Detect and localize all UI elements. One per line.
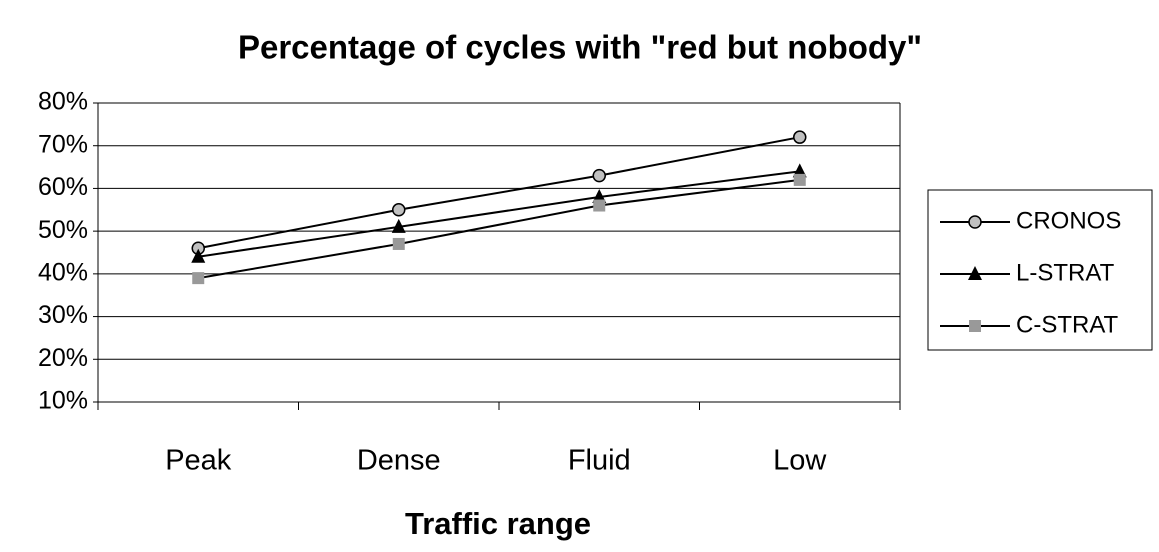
legend-label: C-STRAT [1016,311,1119,338]
x-tick-label: Low [773,445,827,477]
x-tick-label: Peak [165,445,232,477]
data-point [392,237,405,250]
data-point [593,199,606,212]
y-tick-label: 60% [38,173,88,201]
y-tick-label: 40% [38,258,88,286]
data-point [191,248,206,263]
series-line [198,136,800,250]
y-tick-label: 70% [38,130,88,158]
data-point [792,163,807,178]
data-point [192,272,205,285]
y-tick-label: 50% [38,216,88,244]
legend-label: CRONOS [1016,207,1121,234]
y-tick-label: 20% [38,344,88,372]
data-point [592,188,607,203]
legend-marker [969,320,981,332]
legend-box [927,189,1153,351]
data-point [391,218,406,233]
y-tick-label: 30% [38,301,88,329]
series-line [198,170,800,258]
x-axis-title: Traffic range [405,506,591,541]
x-tick-label: Fluid [568,445,631,477]
y-tick-label: 10% [38,387,88,415]
data-point [592,168,606,183]
data-point [793,173,806,186]
chart-title: Percentage of cycles with "red but nobod… [238,29,922,66]
legend-marker [968,215,982,229]
data-point [392,203,406,217]
y-tick-label: 80% [38,88,88,116]
legend-label: L-STRAT [1016,259,1115,286]
data-point [793,130,807,144]
series-line [198,178,800,280]
x-tick-label: Dense [357,445,441,477]
legend-marker [968,266,982,280]
